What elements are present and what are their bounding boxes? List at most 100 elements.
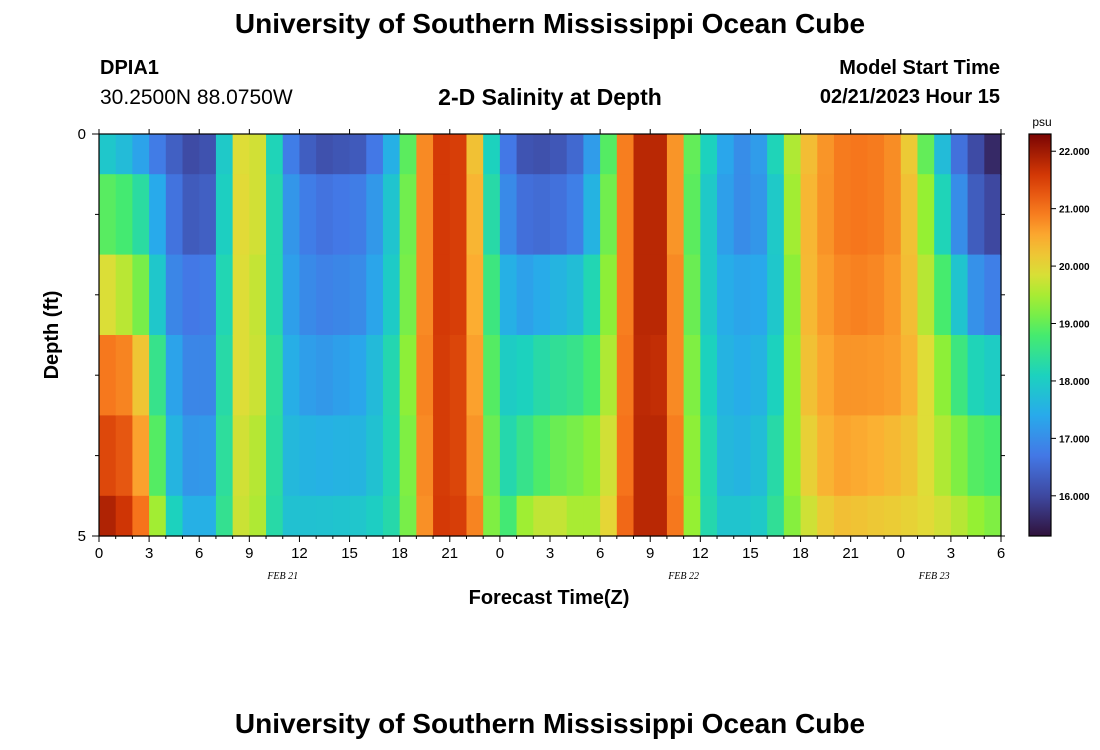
heatmap-cell	[583, 495, 601, 537]
heatmap-cell	[934, 415, 952, 497]
heatmap-cell	[833, 415, 852, 497]
colorbar-tick-label: 20.000	[1059, 262, 1090, 273]
heatmap-cell	[199, 495, 217, 537]
heatmap-cell	[650, 254, 668, 336]
heatmap-cell	[366, 174, 384, 256]
heatmap-cell	[382, 335, 401, 416]
heatmap-cell	[884, 254, 902, 336]
heatmap-cell	[483, 134, 501, 175]
heatmap-cell	[733, 254, 752, 336]
heatmap-cell	[967, 415, 985, 497]
heatmap-cell	[499, 495, 518, 537]
heatmap-cell	[767, 174, 785, 256]
heatmap-cell	[382, 254, 401, 336]
heatmap-cell	[382, 174, 401, 256]
x-tick-label: 9	[245, 545, 253, 562]
heatmap-cell	[349, 335, 367, 416]
heatmap-cell	[616, 335, 635, 416]
heatmap-cell	[232, 174, 250, 256]
heatmap-cell	[700, 415, 718, 497]
heatmap-cell	[750, 134, 768, 175]
heatmap-cell	[366, 335, 384, 416]
heatmap-cell	[566, 335, 584, 416]
heatmap-cell	[182, 495, 200, 537]
y-axis: 05	[78, 126, 1005, 545]
heatmap-cell	[483, 254, 501, 336]
heatmap-cell	[817, 415, 835, 497]
heatmap-cell	[884, 415, 902, 497]
heatmap-cell	[884, 134, 902, 175]
date-label: FEB 23	[918, 571, 950, 582]
heatmap-cell	[299, 134, 317, 175]
heatmap-cell	[232, 415, 250, 497]
heatmap-cell	[266, 174, 284, 256]
heatmap-cell	[449, 495, 468, 537]
heatmap-cell	[416, 335, 434, 416]
heatmap-cell	[950, 335, 969, 416]
heatmap-cell	[666, 254, 685, 336]
x-tick-label: 12	[692, 545, 709, 562]
heatmap-cell	[967, 495, 985, 537]
heatmap-cell	[616, 415, 635, 497]
heatmap-cell	[416, 495, 434, 537]
heatmap-cell	[249, 254, 267, 336]
heatmap-cell	[717, 415, 735, 497]
heatmap-cell	[850, 415, 868, 497]
salinity-chart: 0 3 6 9 12 15 18 21 0 3 6 9 12 15 18 21 0 3 6 FEB 21 FEB 22 F…	[41, 115, 1090, 609]
heatmap-cell	[149, 134, 167, 175]
heatmap-cell	[149, 335, 167, 416]
heatmap-cell	[817, 134, 835, 175]
heatmap-cell	[499, 415, 518, 497]
heatmap-cell	[666, 134, 685, 175]
heatmap-cell	[466, 415, 484, 497]
heatmap-cell	[984, 415, 1002, 497]
heatmap-cell	[984, 254, 1002, 336]
heatmap-cell	[717, 174, 735, 256]
x-tick-label: 0	[496, 545, 504, 562]
x-tick-label: 9	[646, 545, 654, 562]
heatmap-cell	[349, 254, 367, 336]
heatmap-cell	[466, 134, 484, 175]
heatmap-cell	[750, 415, 768, 497]
y-axis-title: Depth (ft)	[41, 291, 63, 380]
heatmap-cell	[917, 254, 935, 336]
heatmap-cell	[366, 134, 384, 175]
heatmap-cell	[700, 174, 718, 256]
heatmap-cell	[199, 134, 217, 175]
heatmap-cell	[550, 495, 568, 537]
heatmap-cell	[382, 415, 401, 497]
heatmap-cell	[616, 134, 635, 175]
heatmap-cell	[733, 134, 752, 175]
heatmap-cell	[833, 495, 852, 537]
x-tick-label: 3	[947, 545, 955, 562]
heatmap-cell	[733, 335, 752, 416]
heatmap-cell	[266, 335, 284, 416]
heatmap-cell	[767, 415, 785, 497]
heatmap-cell	[282, 415, 301, 497]
heatmap-cell	[433, 415, 451, 497]
heatmap-cell	[550, 254, 568, 336]
heatmap-cell	[99, 335, 117, 416]
heatmap-cell	[666, 174, 685, 256]
heatmap-cell	[783, 335, 802, 416]
heatmap-cell	[733, 415, 752, 497]
heatmap-cell	[516, 415, 534, 497]
heatmap-cell	[700, 134, 718, 175]
heatmap-cell	[666, 335, 685, 416]
heatmap-cell	[165, 254, 184, 336]
heatmap-cell	[583, 415, 601, 497]
colorbar-tick-label: 18.000	[1059, 377, 1090, 388]
heatmap-cell	[115, 254, 133, 336]
heatmap-cell	[650, 495, 668, 537]
heatmap-cell	[884, 335, 902, 416]
colorbar-tick-label: 22.000	[1059, 147, 1090, 158]
heatmap-cell	[266, 495, 284, 537]
heatmap-cell	[950, 134, 969, 175]
y-tick-label: 0	[78, 126, 86, 143]
heatmap-cell	[533, 174, 551, 256]
x-axis: 0 3 6 9 12 15 18 21 0 3 6 9 12 15 18 21 0 3 6 FEB 21 FEB 22 F…	[95, 129, 1005, 582]
x-tick-label: 6	[596, 545, 604, 562]
heatmap-cell	[833, 134, 852, 175]
x-tick-label: 0	[95, 545, 103, 562]
heatmap-cell	[967, 134, 985, 175]
